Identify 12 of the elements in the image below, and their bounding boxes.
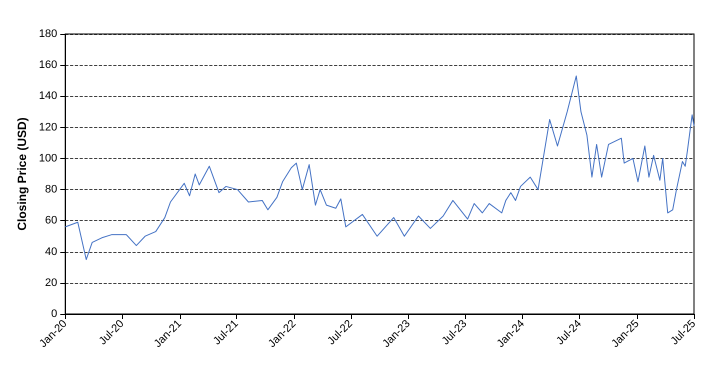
y-tick-label: 180	[38, 28, 58, 40]
y-tick-label: 140	[38, 90, 58, 102]
y-tick-label: 20	[45, 276, 58, 289]
y-tick-label: 120	[38, 121, 58, 134]
line-series	[64, 76, 694, 260]
y-tick-label: 100	[38, 152, 58, 164]
y-tick-label: 60	[45, 214, 58, 227]
y-tick-label: 40	[45, 246, 58, 258]
y-tick-label: 160	[38, 59, 58, 72]
y-tick-label: 0	[51, 308, 58, 320]
y-axis-title: Closing Price (USD)	[15, 117, 29, 231]
y-tick-label: 80	[45, 184, 58, 196]
